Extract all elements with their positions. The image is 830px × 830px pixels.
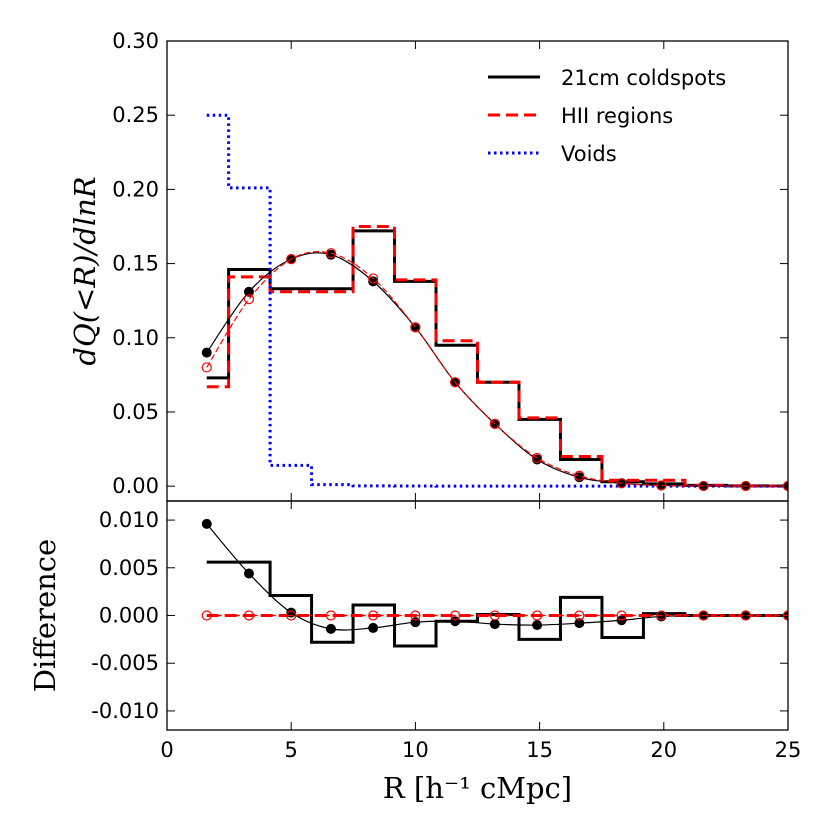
bottom-panel: -0.010 -0.005 0.000 0.005 0.010 0 5 10 15 20 25 Dif… [28,500,802,805]
data-point-hii [450,610,461,621]
plot-area [201,113,788,492]
data-point-hii [368,273,379,284]
step-line-21cm-coldspots [206,560,788,648]
data-point-coldspot [489,619,500,630]
legend: 21cm coldspots HII regions Voids [488,66,726,166]
x-axis-label: R [h⁻¹ cMpc] [383,771,572,805]
legend-label: HII regions [561,104,673,128]
curve-hii-regions [206,251,788,487]
y-tick-label: 0.30 [112,29,159,53]
x-tick-label: 20 [650,738,677,762]
data-point-hii [532,610,543,621]
data-point-coldspot [740,610,751,621]
x-tick-label: 25 [775,738,802,762]
data-point-coldspot [368,622,379,633]
data-point-hii [201,610,212,621]
panel-frame [166,500,789,731]
y-tick-label: 0.20 [112,177,159,201]
y-axis-label: dQ(<R)/dlnR [68,176,102,365]
data-point-hii [656,480,667,491]
step-line-hii-regions [206,224,788,488]
data-point-hii [410,322,421,333]
data-point-hii [325,248,337,259]
data-point-coldspot [450,616,461,627]
x-tick-label: 10 [402,738,429,762]
data-point-hii [243,294,255,305]
x-tick-label: 0 [160,738,173,762]
data-point-coldspot [243,286,254,297]
data-point-hii [368,610,379,621]
data-point-hii [286,254,297,265]
data-point-hii [243,610,255,621]
x-tick-label: 5 [285,738,298,762]
plot-area [201,518,788,648]
data-point-hii [286,610,297,621]
data-point-hii [740,480,751,492]
data-point-hii [325,610,337,621]
data-point-coldspot [532,620,543,631]
data-point-hii [698,480,709,492]
legend-label: Voids [561,142,617,166]
data-point-coldspot [243,568,254,579]
step-line-voids [206,113,788,488]
data-point-hii [410,610,421,621]
data-point-hii [698,610,709,621]
y-tick-label: -0.010 [91,699,159,723]
data-point-coldspot [574,618,585,629]
data-point-coldspot [325,623,336,634]
data-point-hii [740,610,751,621]
y-tick-label: 0.05 [112,400,159,424]
data-point-hii [201,362,212,373]
x-tick-label: 15 [526,738,553,762]
data-point-coldspot [201,518,212,529]
data-point-hii [489,418,500,429]
data-point-hii [616,478,627,489]
y-tick-label: 0.15 [112,252,159,276]
data-point-hii [616,610,627,621]
data-point-hii [656,610,667,621]
data-point-hii [574,470,585,481]
data-point-hii [574,610,585,621]
y-tick-label: 0.00 [112,474,159,498]
y-tick-label: -0.005 [91,651,159,675]
y-axis-label: Difference [28,539,62,692]
y-tick-label: 0.000 [99,604,159,628]
y-tick-label: 0.25 [112,103,159,127]
data-point-hii [782,610,788,621]
y-tick-label: 0.005 [99,556,159,580]
data-point-hii [489,610,500,621]
y-tick-label: 0.10 [112,326,159,350]
step-line-21cm-coldspots [206,229,788,488]
data-point-coldspot [368,276,379,287]
y-tick-label: 0.010 [99,508,159,532]
top-panel: 0.00 0.05 0.10 0.15 0.20 0.25 0.30 dQ(<R)/dlnR 2… [68,29,789,502]
legend-label: 21cm coldspots [561,66,726,90]
data-point-hii [450,377,461,388]
data-point-hii [782,480,788,492]
data-point-coldspot [656,480,667,491]
data-point-coldspot [201,347,212,358]
data-point-hii [532,452,543,464]
